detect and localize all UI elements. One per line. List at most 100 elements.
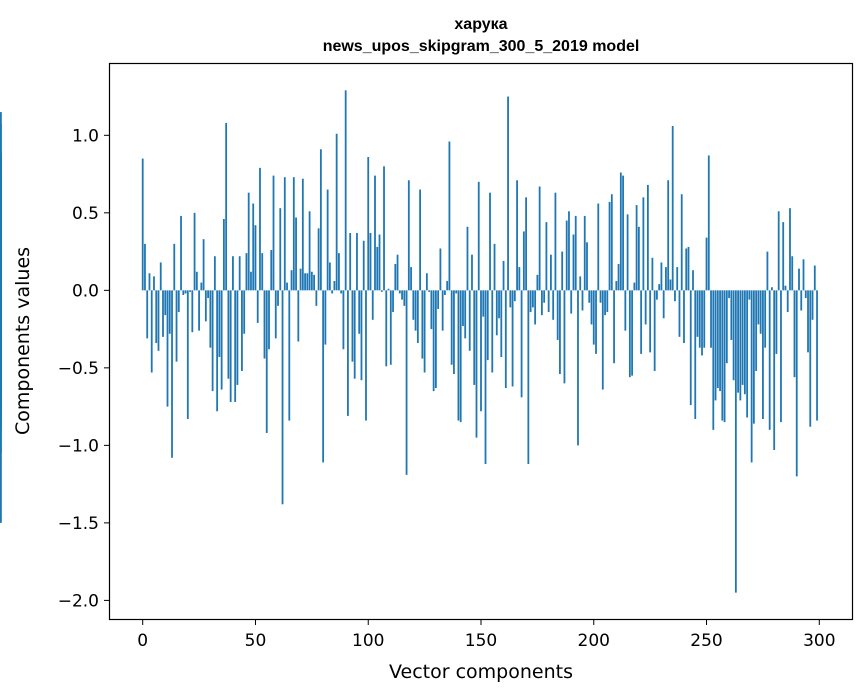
bar [347,290,349,416]
bar [459,290,462,423]
bar [477,181,480,291]
bar [396,254,399,291]
bar [349,232,352,291]
bar [762,290,764,420]
bar [550,254,552,291]
bar [741,290,744,385]
x-tick-label: 300 [803,631,835,651]
bar [728,290,730,299]
bar [383,166,385,291]
y-tick-label: −2.0 [58,591,99,611]
bar [277,290,279,306]
bar [423,290,426,373]
bar [737,290,739,393]
bar [732,290,735,381]
bar [421,290,424,359]
bar [777,211,780,291]
bar [155,290,158,344]
bar [198,290,200,331]
bar [0,112,2,291]
bar [216,290,219,412]
bar [730,290,733,340]
bar [464,290,467,339]
y-tick-label: 1.0 [72,126,99,146]
bar [405,290,408,475]
bar [755,290,758,371]
x-tick-label: 50 [245,631,267,651]
bar [642,197,645,291]
bar [238,256,241,291]
bar [351,290,354,362]
x-tick-label: 100 [352,631,384,651]
bar [376,246,379,291]
bar [748,290,751,300]
bar [628,290,631,378]
bar [674,290,676,302]
bar [439,248,442,291]
bar [574,215,577,291]
bar [565,220,568,291]
bar [552,290,555,320]
bar [434,290,437,389]
bar [680,194,683,291]
bar [518,267,521,291]
bar [491,290,494,373]
bar [304,273,306,291]
bar [764,290,767,348]
bar [450,290,453,365]
bar [416,290,419,344]
bar [425,273,428,291]
bar [468,290,471,351]
bar [610,194,613,291]
bar [371,290,374,320]
bar [182,290,185,295]
bar [701,290,703,356]
bar [254,225,257,291]
bar [247,192,250,291]
bar [430,290,433,330]
bar [545,222,548,291]
bar [369,232,372,291]
bar [791,256,794,291]
bar [568,211,570,291]
bar [809,290,812,427]
bar [338,253,340,291]
bar [511,290,514,387]
bar [365,290,367,421]
bar [800,290,803,311]
bar [457,290,460,421]
bar [322,290,325,463]
bar [705,237,708,291]
bar [385,290,388,367]
bar [164,290,167,316]
bar [658,284,661,291]
bar [0,273,2,291]
x-axis-label: Vector components [389,661,573,683]
bar [453,290,455,375]
bar [527,290,530,464]
bar [710,290,712,348]
bar [712,290,715,430]
bar [486,290,489,361]
bar [177,290,180,313]
bar [692,270,694,291]
bar [773,290,776,451]
bar [734,290,737,593]
bar [798,268,800,291]
bar [793,290,796,378]
bar [507,96,509,291]
bar [561,251,564,291]
bar [665,267,667,291]
bar [344,90,347,291]
bar [335,133,338,291]
bar [168,290,171,334]
bar [637,226,640,291]
bar [678,290,681,337]
bar [716,290,719,389]
bar [232,256,234,291]
bar [653,290,656,371]
bar [782,222,785,291]
bar [703,290,706,348]
bar [173,243,176,291]
bar [583,215,586,291]
